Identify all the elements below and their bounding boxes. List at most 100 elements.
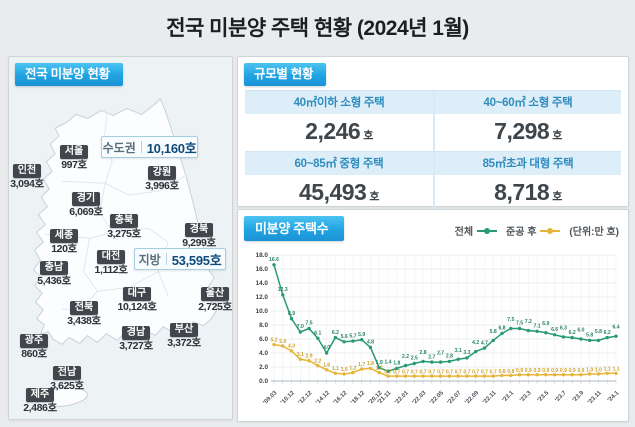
svg-text:1.7: 1.7 — [358, 362, 365, 368]
line-dot-marker-icon — [477, 227, 498, 234]
svg-text:'22.09: '22.09 — [464, 390, 480, 406]
size-cell-label: 85㎡초과 대형 주택 — [435, 152, 621, 175]
svg-text:'22.07: '22.07 — [447, 390, 463, 406]
svg-text:0.9: 0.9 — [525, 368, 532, 374]
svg-text:0.9: 0.9 — [577, 368, 584, 374]
region-name-badge: 울산 — [200, 287, 230, 302]
region-value: 997호 — [61, 159, 87, 172]
svg-text:0.9: 0.9 — [560, 368, 567, 374]
region-name-badge: 경기 — [71, 192, 101, 207]
svg-text:1.0: 1.0 — [595, 367, 602, 373]
svg-text:5.0: 5.0 — [279, 339, 286, 345]
svg-text:7.5: 7.5 — [507, 317, 514, 323]
region-name-badge: 제주 — [25, 388, 55, 403]
svg-text:4.0: 4.0 — [259, 350, 268, 357]
svg-text:4.8: 4.8 — [367, 340, 374, 346]
chart-panel-header: 미분양 주택수 — [244, 216, 345, 241]
svg-text:7.0: 7.0 — [297, 324, 304, 330]
size-cell-under40: 40㎡이하 소형 주택 2,246 호 — [245, 91, 433, 151]
svg-text:2.9: 2.9 — [306, 354, 313, 360]
svg-text:2.2: 2.2 — [402, 354, 409, 360]
chart-legend: 전체 준공 후 (단위:만 호) — [455, 223, 619, 238]
legend-label: 전체 — [454, 227, 474, 238]
svg-text:5.8: 5.8 — [595, 329, 602, 335]
map-region-ulsan: 울산 2,725호 — [175, 283, 255, 314]
region-value: 3,438호 — [67, 315, 101, 328]
map-region-jeonnam: 전남 3,625호 — [27, 362, 107, 393]
region-name-badge: 대구 — [122, 287, 152, 302]
region-value: 3,094호 — [10, 178, 44, 191]
region-name-badge: 전남 — [52, 366, 82, 381]
region-name-badge: 경남 — [121, 326, 151, 341]
region-name-badge: 부산 — [169, 323, 199, 338]
size-cell-40to60: 40~60㎡ 소형 주택 7,298 호 — [433, 91, 621, 151]
size-panel-header: 규모별 현황 — [244, 63, 327, 86]
region-name-badge: 세종 — [49, 229, 79, 244]
svg-text:'23.11: '23.11 — [587, 390, 603, 406]
svg-text:4.0: 4.0 — [323, 345, 330, 351]
map-region-busan: 부산 3,372호 — [144, 319, 224, 350]
unit-label: 호 — [363, 130, 373, 142]
map-region-incheon: 인천 3,094호 — [0, 160, 67, 191]
region-value: 10,124호 — [117, 301, 157, 314]
svg-text:4.3: 4.3 — [288, 344, 295, 350]
region-name-badge: 경북 — [184, 223, 214, 238]
svg-text:0.7: 0.7 — [402, 370, 409, 376]
page-title: 전국 미분양 주택 현황 (2024년 1월) — [166, 17, 469, 40]
svg-text:'18.12: '18.12 — [350, 390, 366, 406]
svg-text:2.8: 2.8 — [446, 354, 453, 360]
svg-text:1.4: 1.4 — [384, 360, 391, 366]
svg-text:8.9: 8.9 — [288, 311, 295, 317]
map-region-chungbuk: 충북 3,275호 — [84, 210, 164, 241]
svg-text:'10.12: '10.12 — [280, 390, 296, 406]
region-name-badge: 강원 — [147, 166, 177, 181]
capital-region-label: 수도권 — [102, 140, 136, 155]
svg-text:1.0: 1.0 — [586, 367, 593, 373]
map-region-jeju: 제주 2,486호 — [0, 384, 80, 415]
province-total-box: 지방 53,595호 — [134, 248, 226, 270]
region-value: 5,436호 — [37, 275, 71, 288]
unit-label: 호 — [552, 191, 562, 203]
svg-text:16.0: 16.0 — [256, 266, 269, 273]
svg-text:'23.5: '23.5 — [537, 390, 551, 404]
svg-text:1.9: 1.9 — [376, 360, 383, 366]
svg-text:0.7: 0.7 — [428, 370, 435, 376]
svg-text:1.8: 1.8 — [367, 361, 374, 367]
svg-text:5.7: 5.7 — [349, 333, 356, 339]
region-value: 3,275호 — [107, 228, 141, 241]
svg-text:6.8: 6.8 — [498, 326, 505, 332]
svg-text:3.1: 3.1 — [455, 348, 462, 354]
svg-text:2.5: 2.5 — [411, 356, 418, 362]
svg-text:'22.11: '22.11 — [482, 390, 498, 406]
svg-text:'23.3: '23.3 — [519, 390, 533, 404]
map-region-gwangju: 광주 860호 — [0, 330, 74, 361]
region-name-badge: 전북 — [69, 301, 99, 316]
svg-text:6.2: 6.2 — [569, 330, 576, 336]
svg-text:0.7: 0.7 — [393, 370, 400, 376]
svg-text:6.9: 6.9 — [542, 321, 549, 327]
legend-label: 준공 후 — [506, 227, 537, 238]
svg-text:4.2: 4.2 — [472, 340, 479, 346]
svg-text:1.1: 1.1 — [612, 367, 619, 373]
region-value: 3,996호 — [145, 180, 179, 193]
svg-text:'23.7: '23.7 — [554, 390, 568, 404]
svg-text:0.8: 0.8 — [507, 369, 514, 375]
svg-text:1.8: 1.8 — [393, 361, 400, 367]
svg-text:8.0: 8.0 — [259, 322, 268, 329]
svg-text:0.7: 0.7 — [420, 370, 427, 376]
svg-text:5.2: 5.2 — [270, 337, 277, 343]
size-cell-label: 40㎡이하 소형 주택 — [245, 91, 433, 114]
region-name-badge: 광주 — [19, 334, 49, 349]
svg-text:'16.12: '16.12 — [333, 390, 349, 406]
svg-text:1.1: 1.1 — [604, 367, 611, 373]
region-value: 3,625호 — [50, 380, 84, 393]
size-cell-over85: 85㎡초과 대형 주택 8,718 호 — [433, 151, 621, 212]
svg-text:2.0: 2.0 — [259, 364, 268, 371]
region-value: 1,112호 — [94, 264, 128, 277]
svg-text:6.2: 6.2 — [332, 330, 339, 336]
legend-item-total: 전체 — [454, 223, 498, 238]
svg-text:0.7: 0.7 — [490, 370, 497, 376]
map-region-jeonbuk: 전북 3,438호 — [44, 297, 124, 328]
size-cell-value: 7,298 호 — [494, 118, 562, 144]
